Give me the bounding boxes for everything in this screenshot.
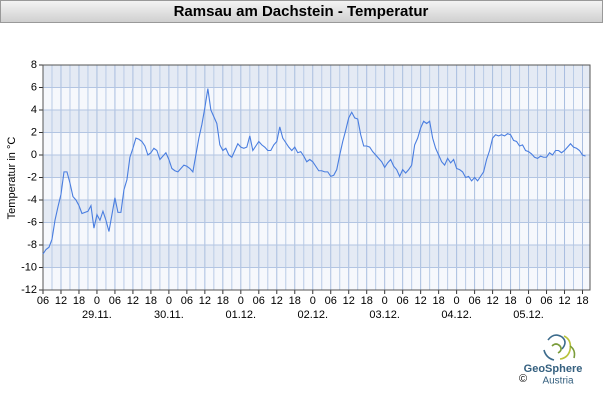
chart-title: Ramsau am Dachstein - Temperatur <box>174 3 429 20</box>
plot-frame <box>42 64 591 291</box>
band <box>43 87 590 110</box>
x-tick-label: 12 <box>271 295 283 307</box>
x-tick-label: 06 <box>325 295 337 307</box>
x-tick-label: 0 <box>454 295 460 307</box>
x-tick-label: 06 <box>253 295 265 307</box>
y-tick-label: -10 <box>21 261 37 273</box>
y-axis-label: Temperatur in °C <box>6 137 18 220</box>
x-tick-label: 18 <box>73 295 85 307</box>
band <box>43 132 590 155</box>
y-tick-label: 2 <box>31 126 37 138</box>
x-tick-label: 06 <box>397 295 409 307</box>
x-tick-label: 0 <box>94 295 100 307</box>
x-tick-label: 06 <box>37 295 49 307</box>
x-tick-label: 18 <box>361 295 373 307</box>
band <box>43 267 590 290</box>
band <box>43 155 590 178</box>
day-label: 05.12. <box>513 309 544 321</box>
x-tick-label: 18 <box>576 295 588 307</box>
y-tick-label: 8 <box>31 59 37 71</box>
y-tick-label: -12 <box>21 284 37 296</box>
x-tick-label: 0 <box>166 295 172 307</box>
x-tick-label: 18 <box>145 295 157 307</box>
y-tick-label: 4 <box>31 104 37 116</box>
band <box>43 110 590 133</box>
x-tick-label: 12 <box>55 295 67 307</box>
y-tick-label: -4 <box>27 194 37 206</box>
plot-area: -12 -10 -8 -6 -4 -2 0 2 4 6 8 06 12 18 0 06 12 18 0 06 12 18 0… <box>21 59 591 321</box>
day-label: 30.11. <box>154 309 184 321</box>
x-tick-label: 12 <box>486 295 498 307</box>
x-tick-label: 0 <box>525 295 531 307</box>
x-tick-label: 12 <box>343 295 355 307</box>
y-tick-label: -8 <box>27 239 37 251</box>
band <box>43 222 590 245</box>
x-tick-label: 12 <box>558 295 570 307</box>
band <box>43 65 590 88</box>
band <box>43 177 590 200</box>
logo-name: GeoSphere <box>524 363 583 375</box>
x-tick-label: 0 <box>310 295 316 307</box>
day-label: 03.12. <box>369 309 400 321</box>
y-tick-label: -6 <box>27 216 37 228</box>
band <box>43 245 590 268</box>
band <box>43 200 590 223</box>
x-tick-label: 06 <box>468 295 480 307</box>
day-label: 29.11. <box>82 309 112 321</box>
x-tick-label: 0 <box>382 295 388 307</box>
x-tick-label: 18 <box>433 295 445 307</box>
copyright: © <box>519 373 527 385</box>
x-tick-label: 0 <box>238 295 244 307</box>
x-tick-label: 18 <box>217 295 229 307</box>
x-tick-label: 12 <box>199 295 211 307</box>
day-label: 04.12. <box>441 309 472 321</box>
logo-country: Austria <box>542 376 574 387</box>
x-tick-label: 18 <box>289 295 301 307</box>
y-tick-label: 0 <box>31 149 37 161</box>
x-tick-label: 06 <box>540 295 552 307</box>
day-label: 01.12. <box>226 309 257 321</box>
temperature-line <box>42 88 586 255</box>
y-tick-label: -2 <box>27 171 37 183</box>
x-tick-label: 18 <box>504 295 516 307</box>
x-tick-label: 06 <box>181 295 193 307</box>
x-tick-label: 12 <box>127 295 139 307</box>
logo-mark <box>543 334 576 361</box>
day-label: 02.12. <box>297 309 328 321</box>
y-tick-label: 6 <box>31 81 37 93</box>
x-tick-label: 06 <box>109 295 121 307</box>
x-tick-label: 12 <box>415 295 427 307</box>
